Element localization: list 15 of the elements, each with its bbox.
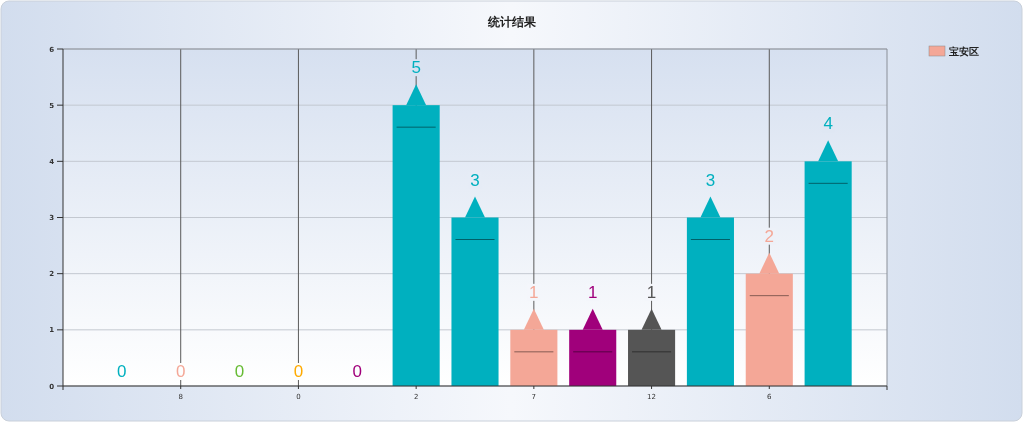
data-label: 0 [117, 362, 127, 381]
data-label: 1 [646, 282, 657, 302]
data-label: 2 [764, 226, 775, 246]
data-label: 1 [587, 282, 598, 302]
data-label: 0 [175, 362, 186, 381]
data-label: 4 [823, 114, 833, 134]
data-label: 0 [293, 362, 304, 381]
data-label: 3 [470, 170, 480, 190]
data-label: 1 [529, 282, 539, 302]
chart-title: 统计结果 [487, 15, 537, 29]
data-label: 0 [352, 362, 363, 381]
data-label: 3 [705, 170, 716, 190]
legend-label: 宝安区 [949, 46, 979, 57]
data-label: 0 [234, 362, 245, 381]
data-label: 5 [411, 58, 421, 78]
